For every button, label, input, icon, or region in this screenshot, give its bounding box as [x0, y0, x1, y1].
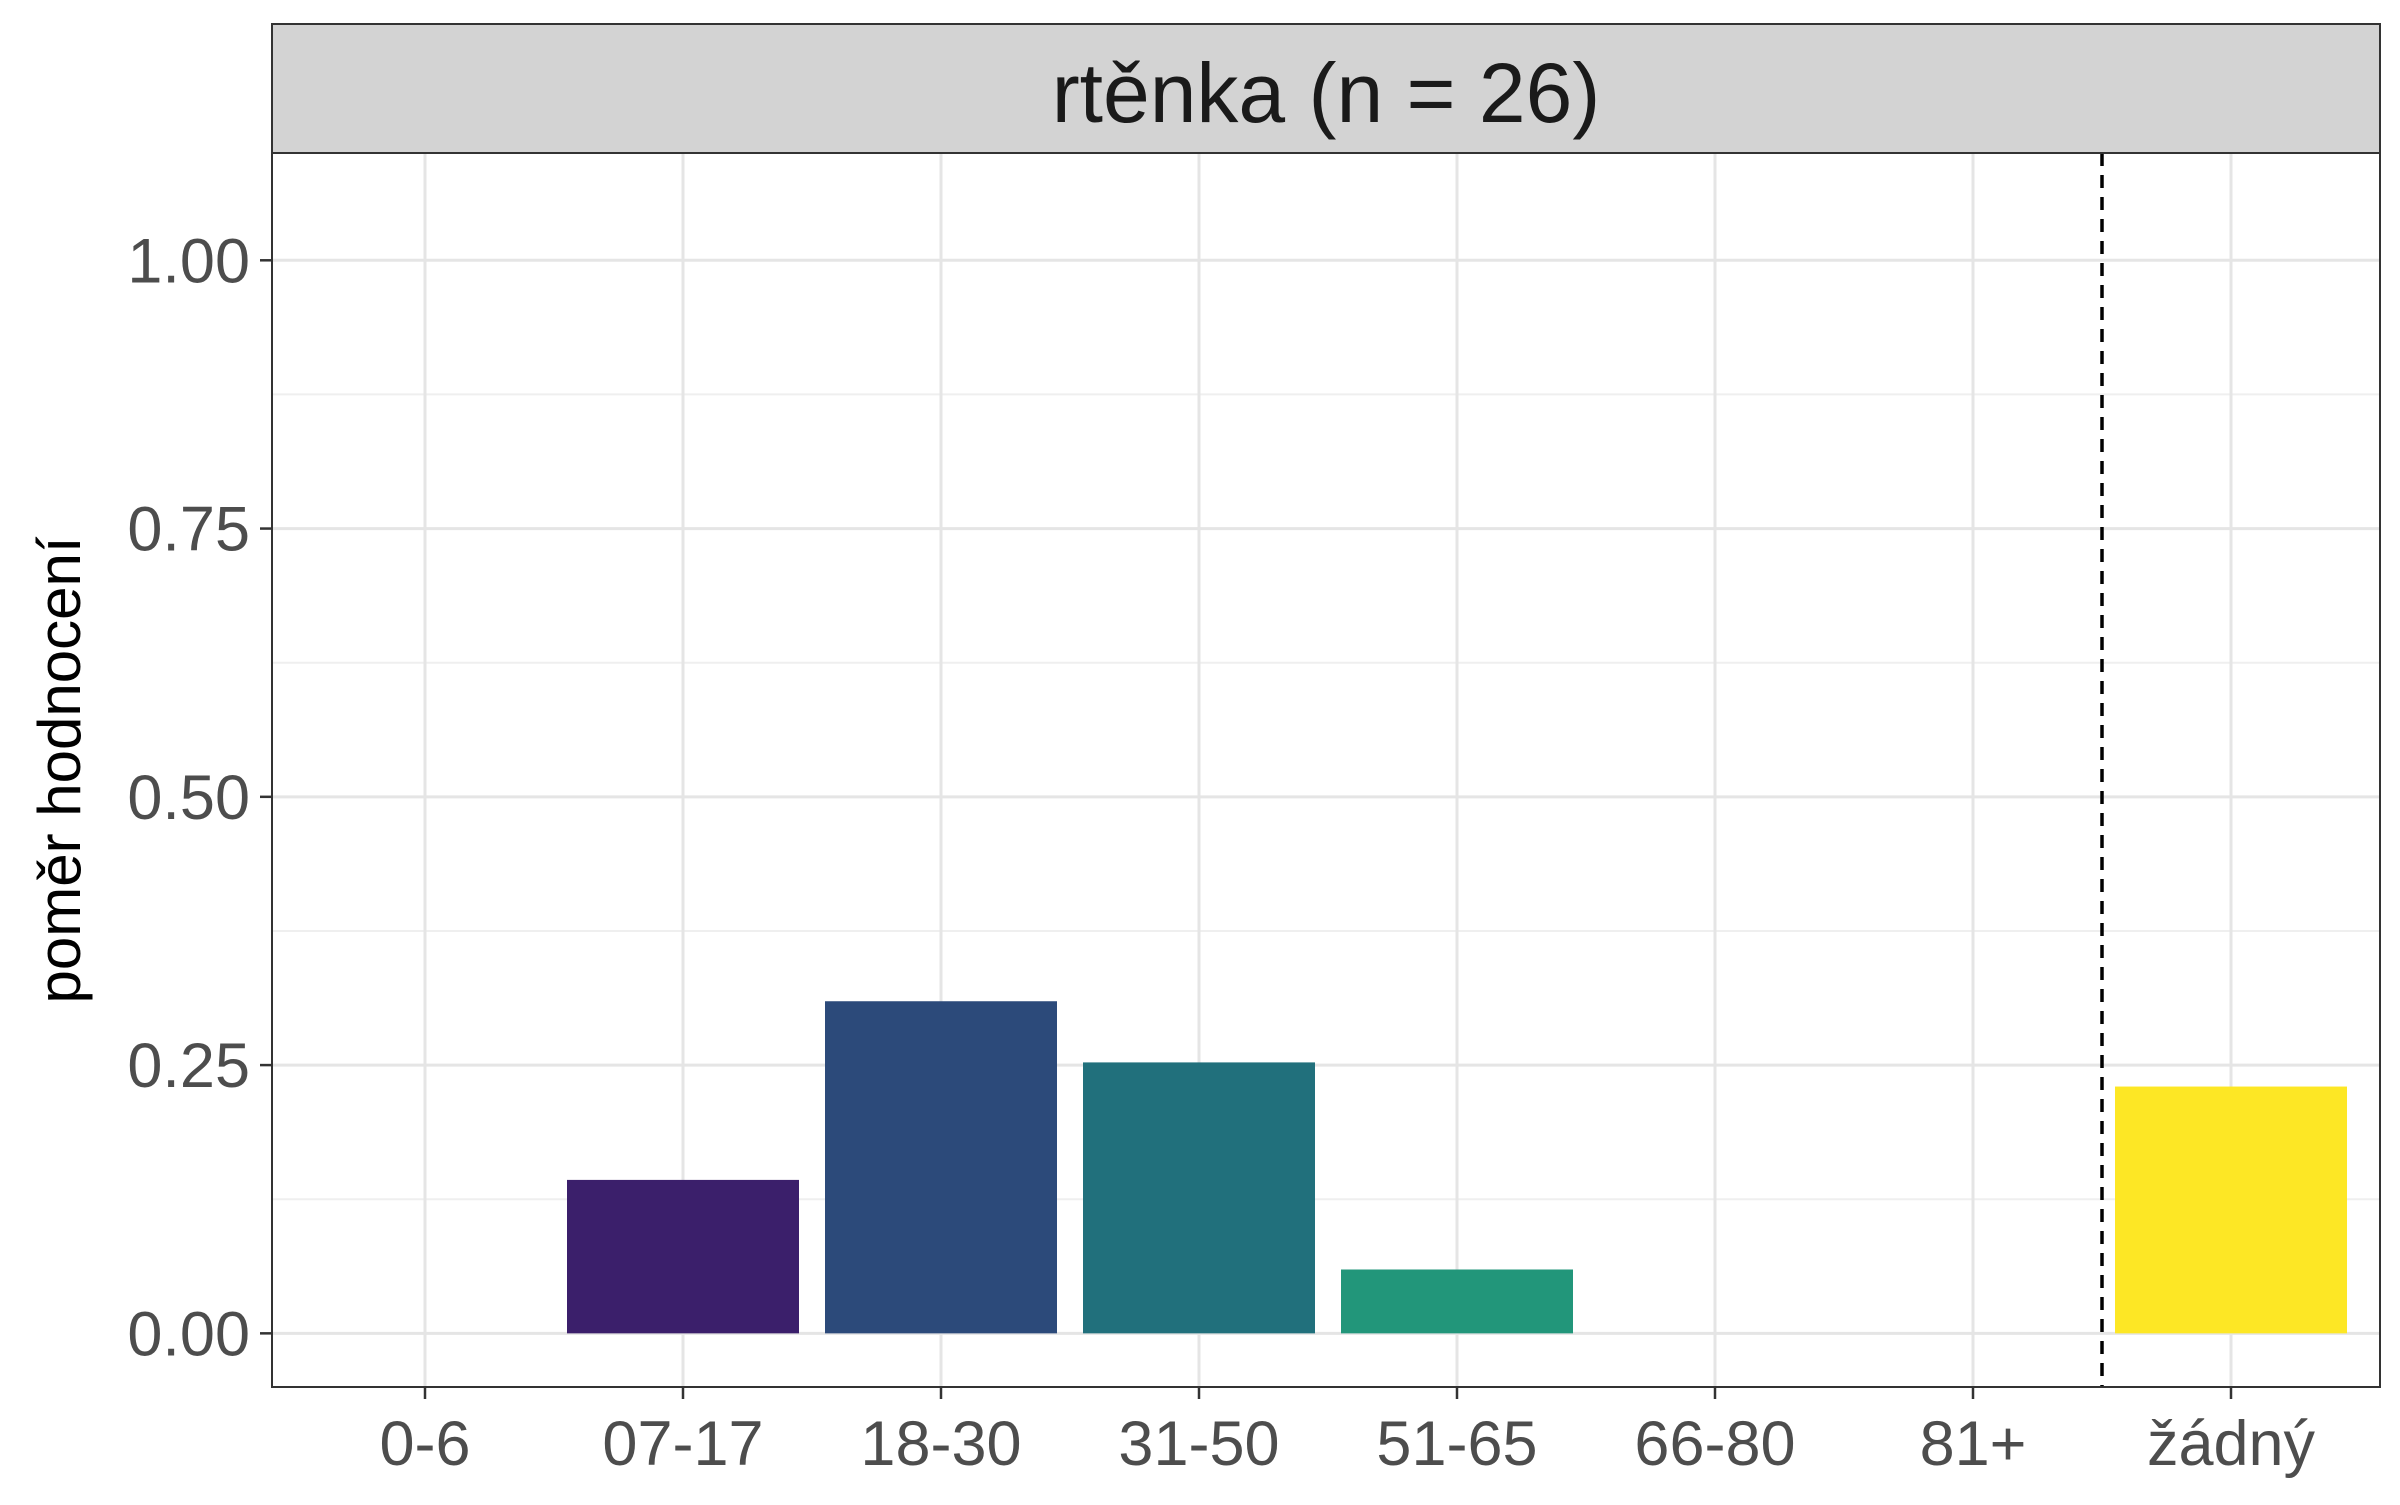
x-axis: 0-6 07-17 18-30 31-50 51-65 66-80 81+ žádný — [379, 1387, 2316, 1479]
bar-žádný — [2115, 1086, 2347, 1334]
x-tick-label: 18-30 — [860, 1409, 1021, 1479]
x-tick-label: 0-6 — [379, 1409, 470, 1479]
y-tick-label: 0.25 — [127, 1031, 250, 1101]
facet-title: rtěnka (n = 26) — [1052, 46, 1601, 140]
x-tick-label: žádný — [2147, 1409, 2316, 1479]
y-tick-label: 0.75 — [127, 495, 250, 565]
y-axis-title: poměr hodnocení — [26, 536, 93, 1003]
y-tick-label: 0.50 — [127, 763, 250, 833]
x-tick-label: 66-80 — [1634, 1409, 1795, 1479]
x-tick-label: 81+ — [1920, 1409, 2027, 1479]
bar-18-30 — [825, 1001, 1057, 1334]
facet-strip — [271, 23, 2381, 154]
bars — [567, 1001, 2347, 1334]
y-tick-label: 1.00 — [127, 226, 250, 296]
y-axis: 0.00 0.25 0.50 0.75 1.00 — [127, 226, 272, 1369]
y-tick-label: 0.00 — [127, 1299, 250, 1369]
x-tick-label: 07-17 — [602, 1409, 763, 1479]
bar-51-65 — [1341, 1269, 1573, 1334]
bar-31-50 — [1083, 1062, 1315, 1334]
x-tick-label: 51-65 — [1376, 1409, 1537, 1479]
x-tick-label: 31-50 — [1118, 1409, 1279, 1479]
bar-07-17 — [567, 1179, 799, 1334]
